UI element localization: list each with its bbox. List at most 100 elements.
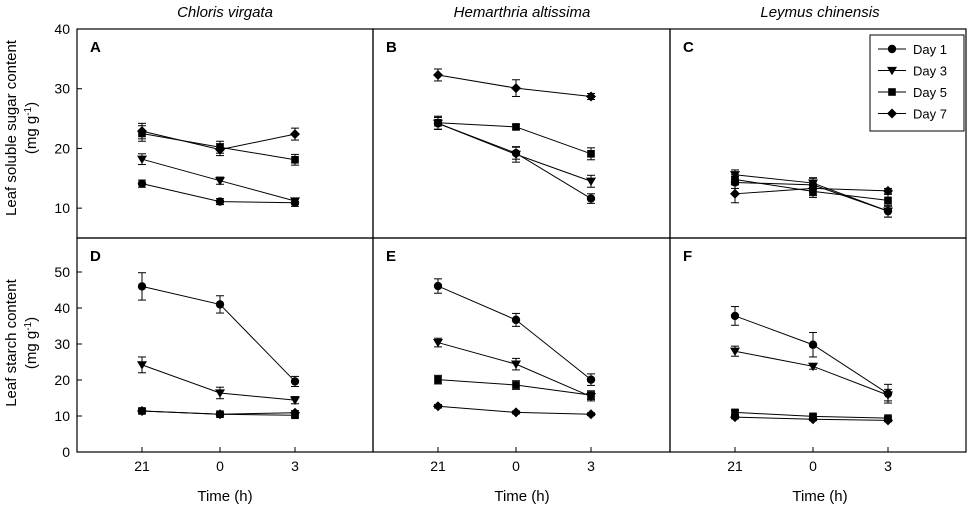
point-f-0-1 <box>808 340 818 349</box>
panel-f: F 21 0 3 <box>669 237 967 474</box>
point-e-1-0 <box>433 338 443 348</box>
point-c-3-2 <box>883 185 893 196</box>
y-label-sugar-sup: -1 <box>23 106 34 115</box>
series-d-day-1 <box>137 272 300 387</box>
y-label-sugar-line1: Leaf soluble sugar content <box>3 39 20 216</box>
y-tick-label-a-10: 10 <box>54 200 70 216</box>
panel-letter-c: C <box>683 39 694 56</box>
point-e-2-0 <box>434 375 442 384</box>
point-e-0-0 <box>433 281 443 291</box>
series-c-day-7 <box>730 180 893 204</box>
x-axis-label-leymus: Time (h) <box>792 488 847 505</box>
legend-marker-1 <box>887 66 897 76</box>
point-f-3-0 <box>730 412 740 423</box>
y-label-sugar-unit: (mg g <box>23 116 40 154</box>
point-a-3-2 <box>290 129 300 140</box>
point-f-3-2 <box>883 415 893 426</box>
point-e-3-0 <box>433 401 443 412</box>
point-a-3-0 <box>137 126 147 137</box>
legend-label-1: Day 3 <box>913 64 947 79</box>
y-tick-label-d-50: 50 <box>54 264 70 280</box>
panel-c: C <box>669 28 967 239</box>
y-tick-label-d-30: 30 <box>54 336 70 352</box>
x-axis-label-hemarthria: Time (h) <box>494 488 549 505</box>
x-tick-label-f-0: 21 <box>727 458 743 474</box>
y-tick-label-d-20: 20 <box>54 372 70 388</box>
y-label-sugar-close: ) <box>23 102 40 107</box>
y-tick-label-d-40: 40 <box>54 300 70 316</box>
panel-frame-f <box>669 237 967 453</box>
point-e-1-1 <box>511 360 521 369</box>
series-e-day-1 <box>433 278 596 386</box>
point-e-0-2 <box>586 375 596 384</box>
point-b-3-1 <box>511 83 521 94</box>
point-e-3-2 <box>586 409 596 420</box>
point-b-2-1 <box>512 123 520 131</box>
legend-item-day-7: Day 7 <box>878 107 947 122</box>
point-f-1-1 <box>808 362 818 372</box>
point-d-3-1 <box>215 409 225 420</box>
point-a-1-0 <box>137 155 147 164</box>
y-label-sugar-line2: (mg g-1) <box>23 102 40 154</box>
x-tick-label-d-2: 3 <box>291 458 299 474</box>
series-line-f-0 <box>734 315 889 395</box>
point-a-2-2 <box>291 155 299 164</box>
legend-marker-3 <box>887 108 897 119</box>
series-a-day-7 <box>137 122 300 157</box>
panel-b: B <box>372 28 671 239</box>
point-a-1-1 <box>215 177 225 186</box>
x-tick-label-f-1: 0 <box>809 458 817 474</box>
y-tick-label-a-30: 30 <box>54 81 70 97</box>
point-d-0-0 <box>137 282 147 291</box>
point-f-0-0 <box>730 311 740 321</box>
point-e-2-2 <box>587 391 595 399</box>
point-c-2-2 <box>884 196 892 205</box>
legend-label-0: Day 1 <box>913 42 947 57</box>
point-b-0-2 <box>586 194 596 203</box>
legend-box <box>869 34 965 132</box>
series-f-day-3 <box>730 345 893 402</box>
point-e-2-1 <box>512 381 520 389</box>
y-tick-label-d-0: 0 <box>62 444 70 460</box>
series-a-day-3 <box>137 153 300 206</box>
panel-a: A 10 20 30 40 <box>54 21 374 239</box>
point-a-0-1 <box>215 197 225 206</box>
panel-letter-f: F <box>683 248 692 265</box>
series-f-day-7 <box>730 412 893 426</box>
legend-label-2: Day 5 <box>913 85 947 100</box>
y-tick-label-a-20: 20 <box>54 140 70 156</box>
legend-item-day-5: Day 5 <box>878 85 947 100</box>
legend: Day 1 Day 3 Day 5 Day 7 <box>869 34 965 132</box>
series-line-b-0 <box>437 122 592 200</box>
point-d-0-1 <box>215 300 225 309</box>
y-axis-label-sugar: Leaf soluble sugar content (mg g-1) <box>3 39 40 216</box>
species-title-hemarthria-altissima: Hemarthria altissima <box>454 4 591 21</box>
point-f-1-0 <box>730 347 740 356</box>
y-label-starch-close: ) <box>23 317 40 322</box>
point-d-3-2 <box>290 407 300 418</box>
y-label-starch-sup: -1 <box>23 321 34 330</box>
species-title-leymus-chinensis: Leymus chinensis <box>760 4 880 21</box>
series-line-f-1 <box>734 350 889 396</box>
point-e-0-1 <box>511 315 521 325</box>
y-label-starch-unit: (mg g <box>23 331 40 369</box>
series-e-day-5 <box>434 374 595 400</box>
legend-item-day-3: Day 3 <box>878 64 947 79</box>
point-c-1-2 <box>883 207 893 216</box>
point-c-3-0 <box>730 188 740 199</box>
x-tick-label-e-2: 3 <box>587 458 595 474</box>
point-f-3-1 <box>808 414 818 425</box>
y-label-starch-line1: Leaf starch content <box>3 278 20 406</box>
legend-label-3: Day 7 <box>913 107 947 122</box>
panel-e: E 21 0 3 <box>372 237 671 474</box>
y-tick-label-a-40: 40 <box>54 21 70 37</box>
point-d-1-1 <box>215 389 225 398</box>
y-tick-label-d-10: 10 <box>54 408 70 424</box>
series-d-day-3 <box>137 356 300 405</box>
point-a-0-0 <box>137 179 147 188</box>
panel-letter-a: A <box>90 39 101 56</box>
panel-letter-e: E <box>386 248 396 265</box>
point-b-1-1 <box>511 150 521 160</box>
point-d-0-2 <box>290 377 300 386</box>
x-tick-label-e-0: 21 <box>430 458 446 474</box>
